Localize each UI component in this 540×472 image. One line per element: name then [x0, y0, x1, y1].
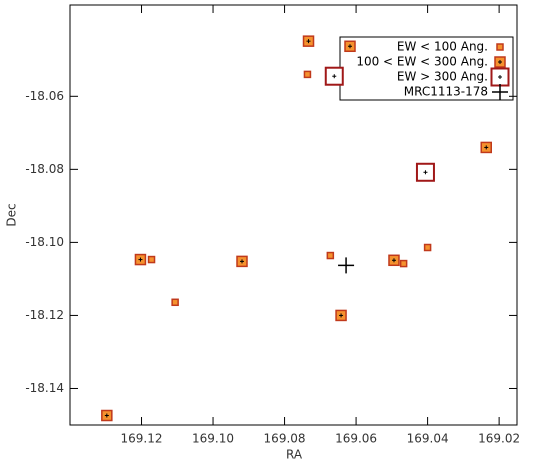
y-tick-label: -18.14 — [25, 381, 64, 395]
plot-frame — [69, 4, 518, 426]
legend-label: 100 < EW < 300 Ang. — [356, 55, 488, 69]
marker-part — [303, 70, 312, 79]
x-axis-label: RA — [286, 448, 303, 462]
y-tick-label: -18.12 — [25, 308, 64, 322]
y-tick-label: -18.10 — [25, 235, 64, 249]
data-point — [303, 70, 312, 79]
legend-marker — [492, 84, 508, 100]
data-point — [171, 298, 179, 307]
x-tick-label: 169.08 — [264, 432, 306, 446]
y-tick-label: -18.06 — [25, 89, 64, 103]
marker-part — [147, 255, 156, 264]
data-point — [415, 162, 435, 182]
marker-part — [496, 43, 504, 51]
legend-marker — [494, 56, 506, 68]
legend-marker — [496, 43, 504, 51]
data-point — [324, 66, 344, 86]
data-point — [338, 257, 355, 274]
legend-label: EW > 300 Ang. — [397, 70, 488, 84]
data-point — [335, 309, 347, 322]
data-point — [423, 243, 432, 252]
data-point — [147, 255, 156, 264]
y-tick-label: -18.08 — [25, 162, 64, 176]
data-point — [134, 253, 147, 266]
data-point — [326, 251, 335, 260]
data-point — [388, 254, 400, 267]
legend-label: MRC1113-178 — [404, 85, 488, 99]
data-point — [236, 255, 248, 268]
data-point — [344, 40, 356, 53]
data-point — [480, 141, 492, 154]
marker-part — [171, 298, 179, 307]
marker-part — [399, 259, 408, 268]
marker-part — [423, 243, 432, 252]
y-axis-label: Dec — [5, 203, 19, 226]
x-tick-label: 169.04 — [407, 432, 449, 446]
legend-box — [339, 36, 514, 101]
x-tick-label: 169.10 — [192, 432, 234, 446]
legend-marker — [490, 67, 510, 87]
data-point — [101, 409, 113, 422]
data-point — [302, 35, 315, 47]
data-point — [399, 259, 408, 268]
x-tick-label: 169.06 — [335, 432, 377, 446]
marker-part — [326, 251, 335, 260]
legend-label: EW < 100 Ang. — [397, 40, 488, 54]
x-tick-label: 169.02 — [478, 432, 520, 446]
x-tick-label: 169.12 — [121, 432, 163, 446]
